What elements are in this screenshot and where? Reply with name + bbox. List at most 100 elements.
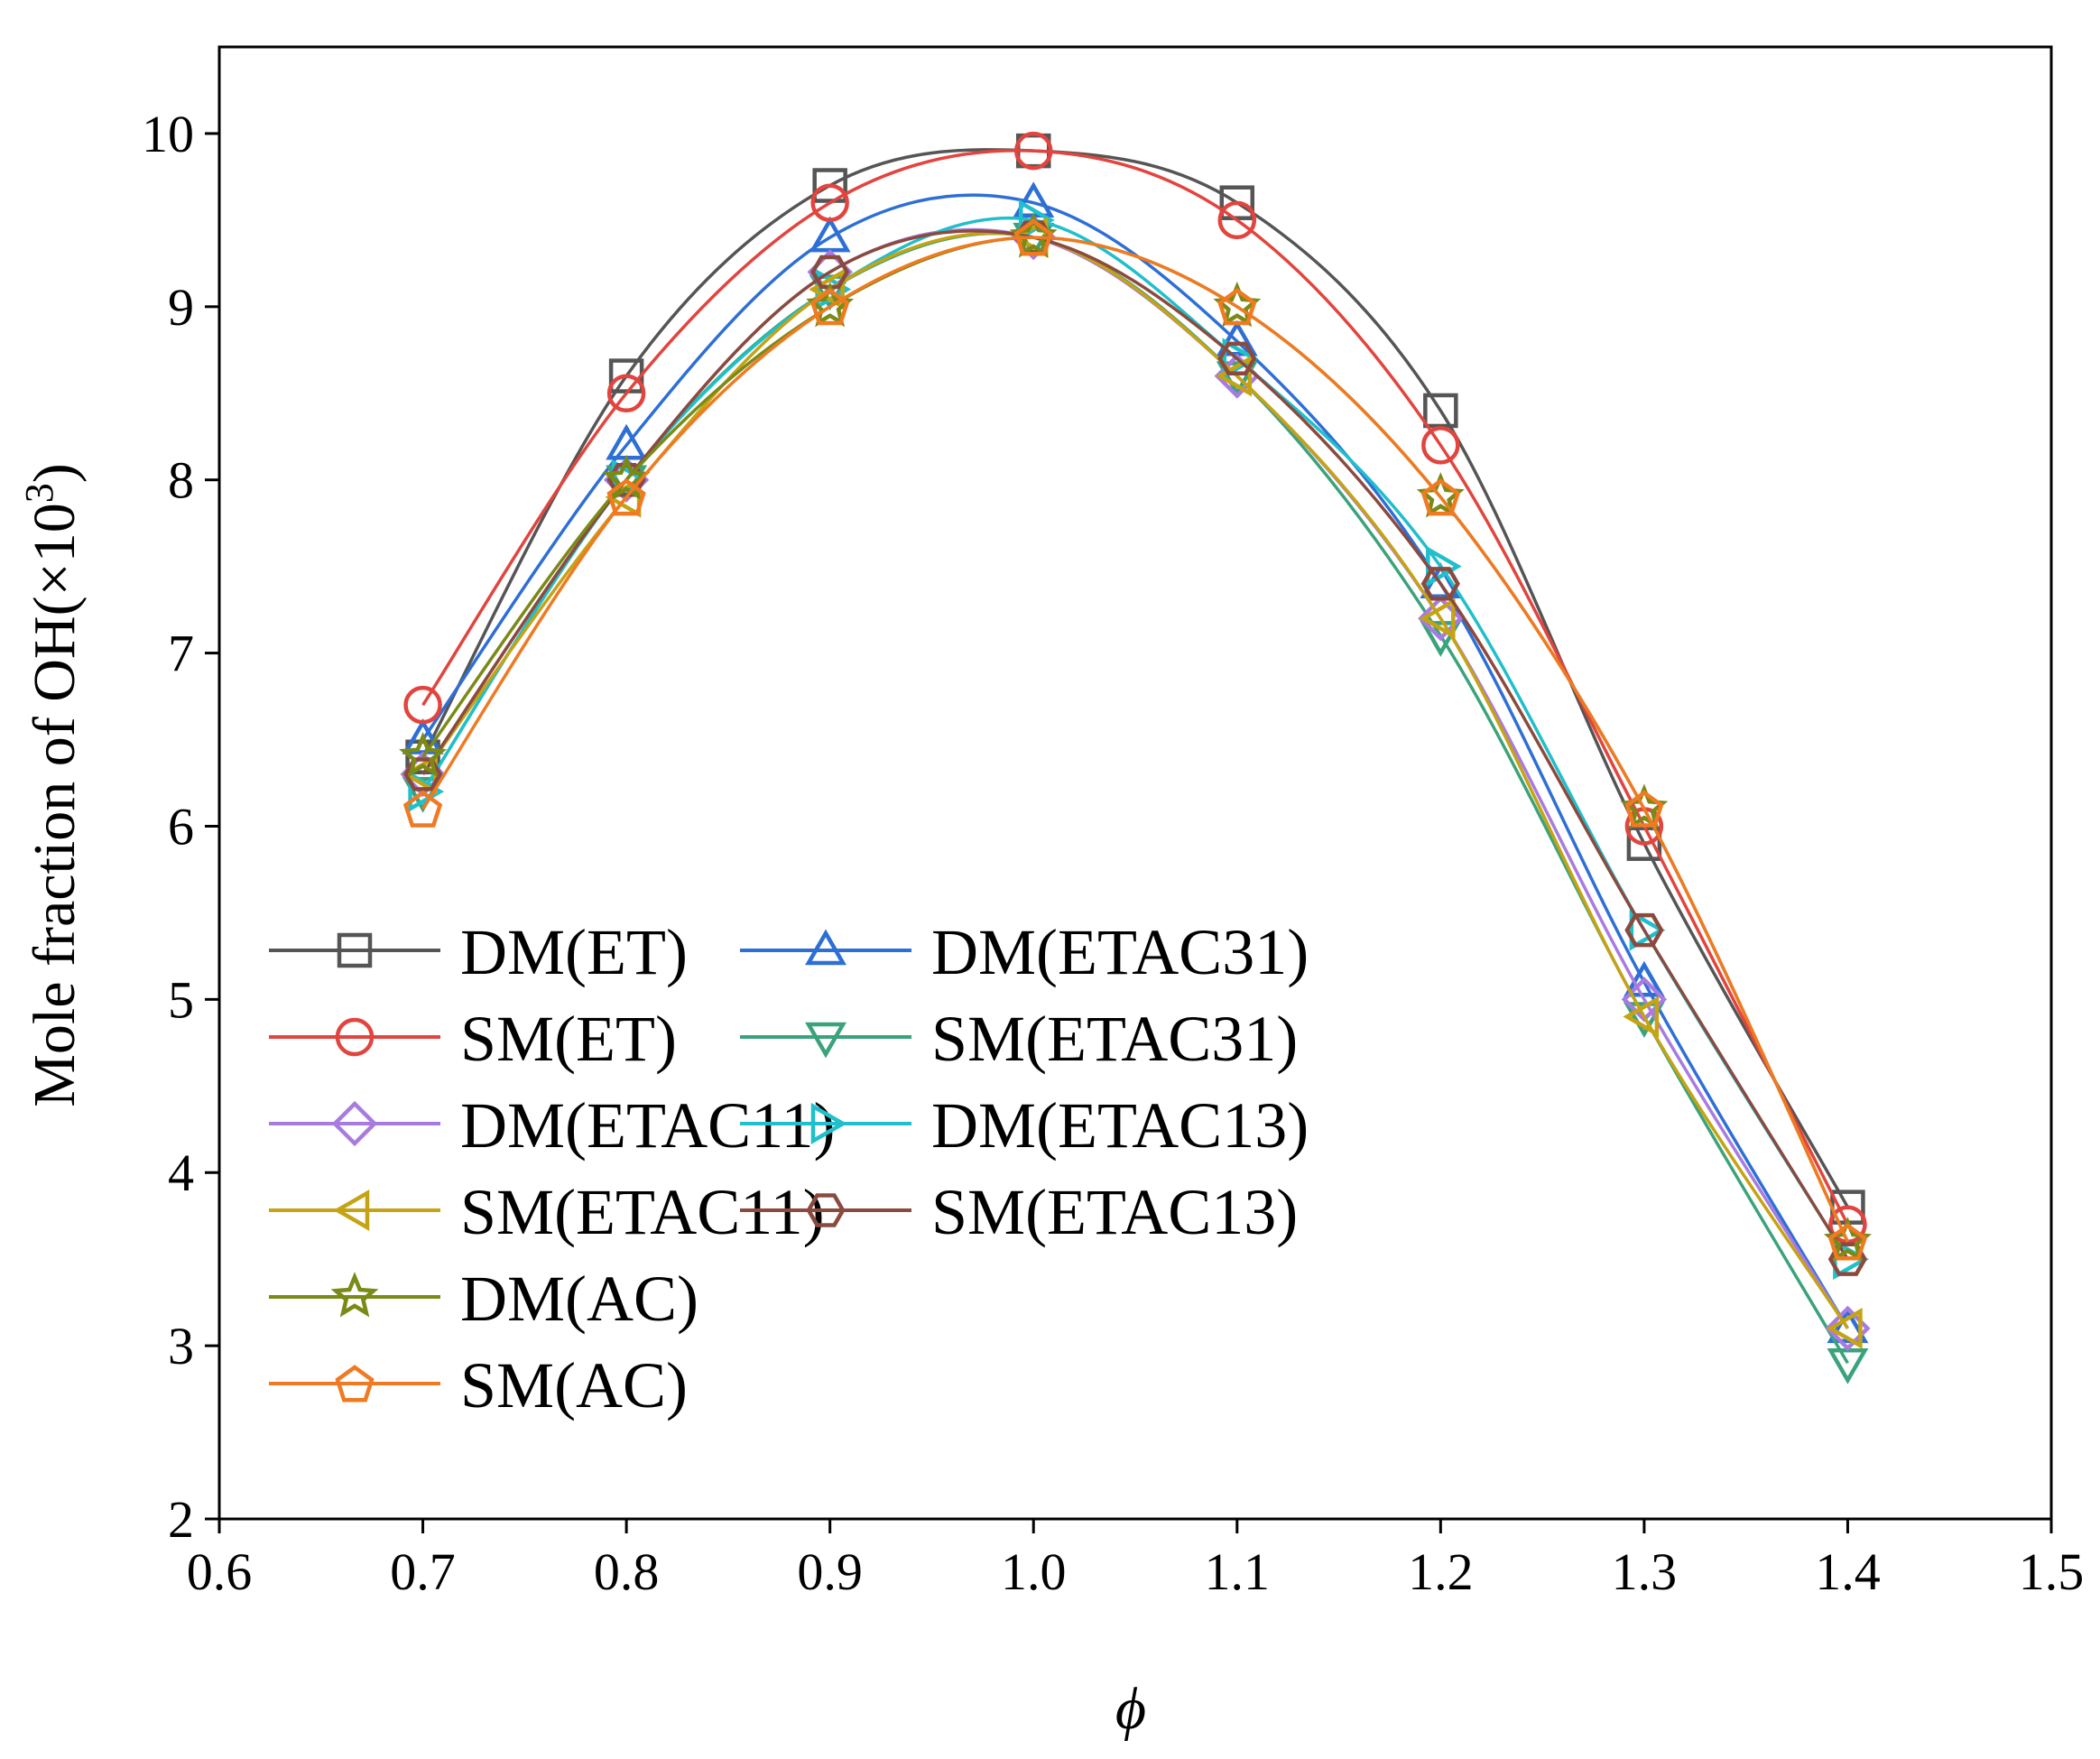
data-point (1624, 912, 1664, 948)
y-axis-title-superscript: 3 (17, 483, 61, 503)
y-axis-title-main: Mole fraction of OH(×10 (22, 503, 88, 1107)
data-point (809, 288, 850, 326)
x-tick-label: 1.4 (1815, 1542, 1881, 1601)
y-tick-label: 6 (168, 797, 194, 856)
y-tick-label: 2 (168, 1490, 194, 1549)
legend-marker (330, 1272, 379, 1318)
series-line (421, 229, 1849, 1261)
legend-entry: DM(ET) (269, 916, 688, 988)
x-tick-label: 1.3 (1612, 1542, 1678, 1601)
data-point (1624, 790, 1664, 828)
y-axis-title: Mole fraction of OH(×103) (17, 463, 88, 1107)
x-tick-label: 0.6 (187, 1542, 253, 1601)
series-line (421, 148, 1849, 1208)
legend-marker (335, 1365, 375, 1403)
series-layer (399, 131, 1872, 1384)
legend-label: DM(ET) (460, 916, 688, 988)
data-point (403, 685, 442, 725)
data-point (1629, 909, 1666, 951)
data-point (402, 790, 443, 828)
data-point (815, 268, 852, 310)
x-tick-label: 0.7 (390, 1542, 456, 1601)
y-tick-label: 5 (168, 970, 194, 1029)
data-point (1623, 995, 1660, 1038)
data-point (812, 168, 847, 203)
data-point (1217, 200, 1257, 240)
data-point (1420, 567, 1460, 601)
data-point (1420, 478, 1461, 516)
data-point (399, 731, 448, 778)
legend-entry: DM(ETAC31) (740, 916, 1309, 988)
data-point (1827, 1348, 1869, 1384)
data-point (1018, 199, 1055, 241)
x-tick-label: 1.2 (1408, 1542, 1474, 1601)
y-tick-label: 7 (168, 625, 194, 683)
data-point (602, 454, 651, 501)
y-tick-label: 9 (168, 278, 194, 337)
legend-marker (804, 929, 847, 966)
legend-marker (810, 1102, 847, 1145)
data-point (1420, 621, 1462, 657)
legend-label: SM(AC) (460, 1349, 688, 1421)
data-point (810, 183, 849, 222)
data-point (1827, 1223, 1868, 1261)
legend-entry: SM(AC) (269, 1349, 688, 1421)
data-point (1219, 185, 1255, 220)
data-point (1216, 355, 1253, 397)
legend-entry: SM(ET) (269, 1003, 677, 1075)
x-tick-label: 1.5 (2019, 1542, 2085, 1601)
series-line (421, 227, 1849, 1329)
y-tick-label: 8 (168, 451, 194, 510)
data-point (810, 255, 850, 290)
legend-label: DM(AC) (460, 1263, 698, 1335)
y-tick-label: 3 (168, 1317, 194, 1375)
plot-frame (217, 45, 2053, 1521)
data-point (1623, 960, 1665, 997)
legend-marker (331, 1100, 378, 1147)
data-point (606, 374, 646, 413)
data-point (1013, 218, 1053, 256)
data-point (606, 478, 646, 516)
legend-label: DM(ETAC31) (931, 916, 1309, 988)
legend-entry: DM(ETAC13) (740, 1089, 1309, 1162)
data-point (1827, 1307, 1869, 1344)
legend-entry: SM(ETAC31) (740, 1003, 1298, 1075)
x-tick-label: 1.0 (1001, 1542, 1067, 1601)
legend-marker (804, 1022, 847, 1059)
data-point (809, 268, 845, 310)
data-point (1421, 426, 1460, 465)
series-SM(ET) (403, 131, 1867, 1245)
legend-marker (333, 1189, 370, 1232)
y-axis-title-close: ) (22, 463, 88, 483)
legend-label: SM(ETAC13) (931, 1176, 1298, 1248)
data-point (1423, 393, 1458, 429)
axes: 0.6 0.7 0.8 0.9 1.0 1.1 1.2 1.3 1.4 1.5 2 3 4 5 6 7 8 9 10 (142, 45, 2085, 1601)
data-point (1216, 361, 1258, 398)
x-tick-label: 0.8 (594, 1542, 660, 1601)
legend-entry: DM(AC) (269, 1263, 698, 1335)
legend-label: DM(ETAC13) (931, 1089, 1309, 1162)
y-tick-label: 10 (142, 105, 194, 163)
legend-marker (806, 1193, 846, 1227)
data-point (809, 274, 851, 311)
data-point (1013, 131, 1053, 171)
data-point (1222, 338, 1259, 380)
legend-entry: SM(ETAC13) (740, 1176, 1298, 1248)
legend-marker (337, 932, 373, 968)
data-point (408, 771, 445, 812)
x-axis-title: ϕ (1115, 1676, 1146, 1742)
data-point (1826, 1308, 1863, 1349)
x-tick-label: 1.1 (1205, 1542, 1271, 1601)
legend: DM(ET) DM(ETAC31) SM(ET) SM(ETAC31) DM(ETAC1… (269, 916, 1309, 1421)
legend-label: SM(ETAC31) (931, 1003, 1298, 1075)
data-point (1623, 1002, 1665, 1039)
series-SM(AC) (402, 218, 1868, 1261)
legend-label: SM(ET) (460, 1003, 677, 1075)
legend-marker (335, 1017, 375, 1057)
data-point (1217, 341, 1257, 376)
y-tick-label: 4 (168, 1143, 194, 1202)
x-tick-label: 0.9 (797, 1542, 863, 1601)
series-line (421, 231, 1849, 1329)
data-point (1217, 288, 1257, 326)
